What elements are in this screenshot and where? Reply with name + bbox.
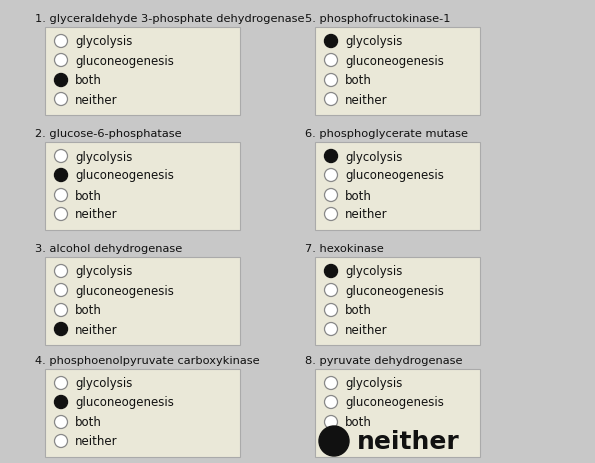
Text: 3. alcohol dehydrogenase: 3. alcohol dehydrogenase bbox=[35, 244, 182, 253]
Circle shape bbox=[324, 189, 337, 202]
Text: neither: neither bbox=[357, 429, 460, 453]
Text: both: both bbox=[75, 189, 102, 202]
Circle shape bbox=[55, 304, 67, 317]
Text: 1. glyceraldehyde 3-phosphate dehydrogenase: 1. glyceraldehyde 3-phosphate dehydrogen… bbox=[35, 14, 305, 24]
Circle shape bbox=[324, 75, 337, 88]
Text: gluconeogenesis: gluconeogenesis bbox=[345, 169, 444, 182]
Circle shape bbox=[55, 189, 67, 202]
Bar bbox=[315, 28, 480, 116]
Circle shape bbox=[324, 284, 337, 297]
Text: neither: neither bbox=[75, 323, 118, 336]
Circle shape bbox=[55, 284, 67, 297]
Text: 5. phosphofructokinase-1: 5. phosphofructokinase-1 bbox=[305, 14, 450, 24]
Text: 6. phosphoglycerate mutase: 6. phosphoglycerate mutase bbox=[305, 129, 468, 139]
Circle shape bbox=[324, 396, 337, 409]
Circle shape bbox=[55, 435, 67, 448]
Text: 8. pyruvate dehydrogenase: 8. pyruvate dehydrogenase bbox=[305, 355, 462, 365]
Text: glycolysis: glycolysis bbox=[75, 150, 132, 163]
Text: both: both bbox=[345, 304, 372, 317]
Text: glycolysis: glycolysis bbox=[345, 377, 402, 390]
Circle shape bbox=[324, 304, 337, 317]
Text: neither: neither bbox=[345, 94, 387, 106]
Circle shape bbox=[55, 169, 67, 182]
Bar bbox=[45, 143, 240, 231]
Text: glycolysis: glycolysis bbox=[75, 377, 132, 390]
Circle shape bbox=[55, 75, 67, 88]
Circle shape bbox=[324, 416, 337, 429]
Text: neither: neither bbox=[345, 208, 387, 221]
Text: 7. hexokinase: 7. hexokinase bbox=[305, 244, 384, 253]
Circle shape bbox=[324, 377, 337, 390]
Bar bbox=[45, 28, 240, 116]
Text: 2. glucose-6-phosphatase: 2. glucose-6-phosphatase bbox=[35, 129, 181, 139]
Text: glycolysis: glycolysis bbox=[345, 36, 402, 49]
Text: both: both bbox=[75, 75, 102, 88]
Circle shape bbox=[319, 426, 349, 456]
Circle shape bbox=[55, 323, 67, 336]
Bar bbox=[45, 369, 240, 457]
Circle shape bbox=[55, 396, 67, 409]
Text: gluconeogenesis: gluconeogenesis bbox=[75, 54, 174, 67]
Bar bbox=[315, 369, 480, 457]
Text: neither: neither bbox=[345, 323, 387, 336]
Text: gluconeogenesis: gluconeogenesis bbox=[75, 169, 174, 182]
Text: both: both bbox=[345, 416, 372, 429]
Bar bbox=[315, 257, 480, 345]
Circle shape bbox=[55, 208, 67, 221]
Circle shape bbox=[55, 150, 67, 163]
Text: glycolysis: glycolysis bbox=[75, 36, 132, 49]
Text: both: both bbox=[75, 416, 102, 429]
Text: both: both bbox=[75, 304, 102, 317]
Text: neither: neither bbox=[75, 435, 118, 448]
Text: gluconeogenesis: gluconeogenesis bbox=[75, 284, 174, 297]
Circle shape bbox=[324, 94, 337, 106]
Text: gluconeogenesis: gluconeogenesis bbox=[75, 396, 174, 409]
Circle shape bbox=[55, 416, 67, 429]
Circle shape bbox=[324, 54, 337, 67]
Circle shape bbox=[324, 208, 337, 221]
Text: gluconeogenesis: gluconeogenesis bbox=[345, 396, 444, 409]
Bar bbox=[45, 257, 240, 345]
Text: both: both bbox=[345, 75, 372, 88]
Bar bbox=[315, 143, 480, 231]
Circle shape bbox=[324, 323, 337, 336]
Circle shape bbox=[55, 54, 67, 67]
Text: glycolysis: glycolysis bbox=[345, 265, 402, 278]
Text: neither: neither bbox=[75, 208, 118, 221]
Text: neither: neither bbox=[75, 94, 118, 106]
Text: glycolysis: glycolysis bbox=[75, 265, 132, 278]
Text: glycolysis: glycolysis bbox=[345, 150, 402, 163]
Text: gluconeogenesis: gluconeogenesis bbox=[345, 284, 444, 297]
Text: 4. phosphoenolpyruvate carboxykinase: 4. phosphoenolpyruvate carboxykinase bbox=[35, 355, 259, 365]
Text: gluconeogenesis: gluconeogenesis bbox=[345, 54, 444, 67]
Circle shape bbox=[324, 36, 337, 49]
Circle shape bbox=[55, 377, 67, 390]
Circle shape bbox=[324, 150, 337, 163]
Circle shape bbox=[324, 265, 337, 278]
Circle shape bbox=[55, 265, 67, 278]
Circle shape bbox=[55, 94, 67, 106]
Text: both: both bbox=[345, 189, 372, 202]
Circle shape bbox=[324, 169, 337, 182]
Circle shape bbox=[55, 36, 67, 49]
